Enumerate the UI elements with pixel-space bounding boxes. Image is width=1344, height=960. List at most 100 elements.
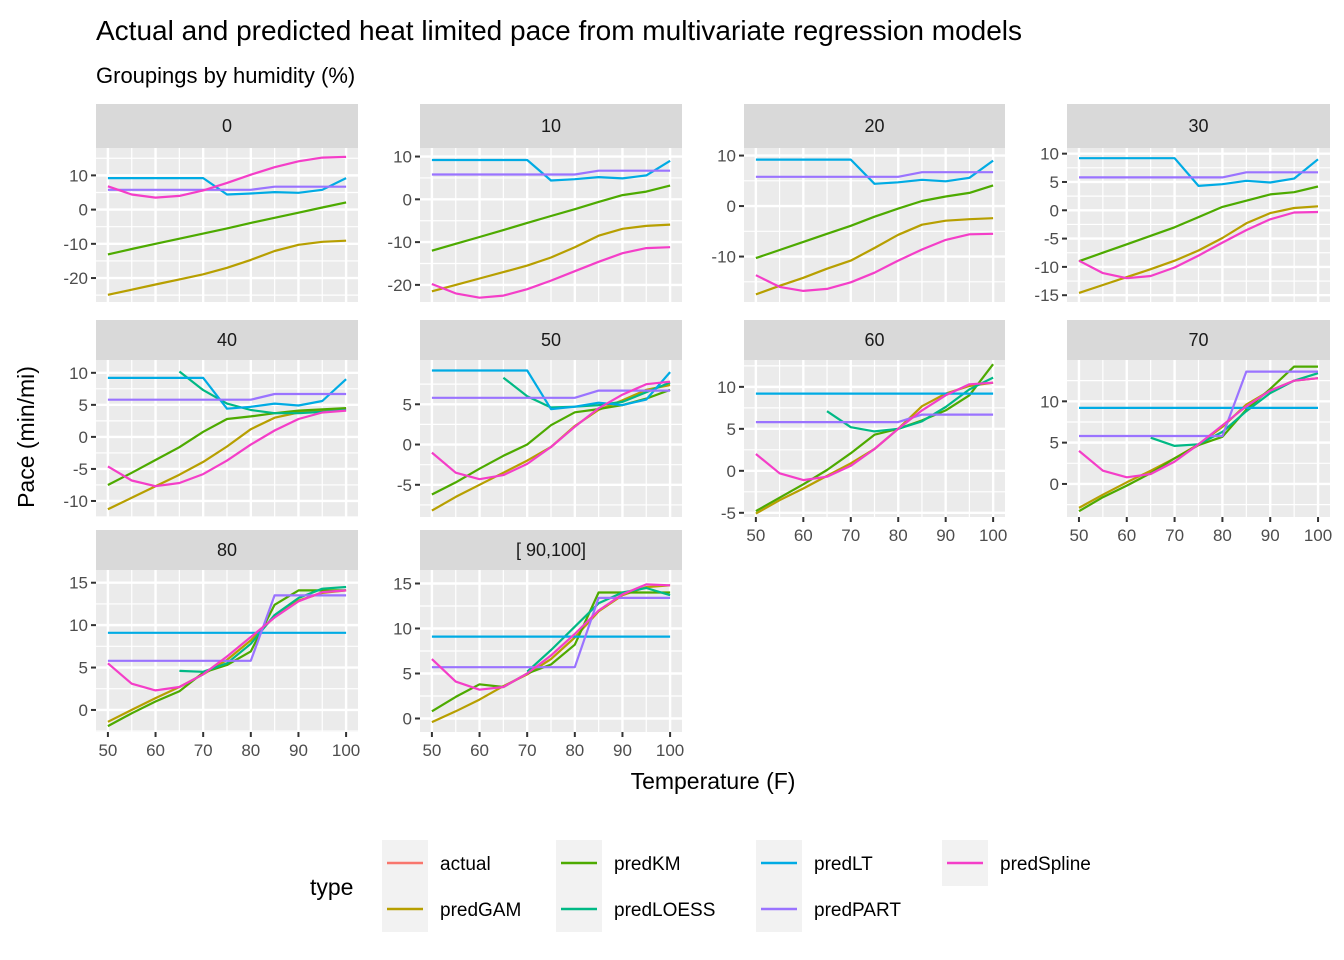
legend-title: type — [310, 874, 353, 900]
series-line-predspline — [431, 583, 671, 691]
y-tick-label: 10 — [1040, 392, 1059, 411]
series-line-predspline — [431, 246, 671, 299]
facet-panel-50: 50 -5 0 5 — [397, 320, 682, 517]
series-line-predkm — [1078, 185, 1319, 263]
y-tick-label: -10 — [711, 248, 736, 267]
facet-strip — [96, 530, 358, 570]
y-tick-label: -10 — [387, 233, 412, 252]
series-line-predspline — [755, 381, 994, 482]
x-tick-label: 60 — [1117, 526, 1136, 545]
x-tick-label: 90 — [613, 741, 632, 760]
series-line-predkm — [107, 589, 347, 728]
y-tick-label: -5 — [721, 504, 736, 523]
facet-panel-20: 20 -10 0 10 — [711, 104, 1005, 302]
y-tick-label: -10 — [63, 492, 88, 511]
series-line-predspline — [755, 232, 994, 292]
facet-strip-label: 70 — [1188, 330, 1208, 350]
legend-label: predKM — [614, 854, 681, 875]
y-tick-label: 10 — [393, 620, 412, 639]
facet-panel-10: 10 -20 -10 0 10 — [387, 104, 682, 302]
facet-strip-label: 80 — [217, 540, 237, 560]
y-tick-label: -20 — [387, 276, 412, 295]
series-line-predspline — [1078, 210, 1319, 280]
y-tick-label: 5 — [403, 395, 412, 414]
series-line-predspline — [107, 409, 347, 488]
legend: type actual predGAM predKM predLOESS predLT p… — [310, 840, 1091, 932]
y-tick-label: 15 — [393, 575, 412, 594]
x-tick-label: 70 — [1165, 526, 1184, 545]
y-tick-label: 5 — [79, 659, 88, 678]
facet-strip-label: 30 — [1188, 116, 1208, 136]
legend-label: predGAM — [440, 900, 521, 921]
x-tick-label: 80 — [565, 741, 584, 760]
series-line-predlt — [431, 369, 671, 411]
y-tick-label: -20 — [63, 269, 88, 288]
facet-strip — [1067, 104, 1330, 148]
y-tick-label: -15 — [1034, 286, 1059, 305]
facet-panel-90-100: [ 90,100] 0 5 10 15 50 60 70 80 90 100 — [393, 530, 684, 760]
legend-label: predPART — [814, 900, 901, 921]
facet-strip-label: 0 — [222, 116, 232, 136]
facet-panel-30: 30 -15 -10 -5 0 5 10 — [1034, 104, 1330, 305]
series-line-predspline — [431, 380, 671, 481]
y-tick-label: -5 — [397, 476, 412, 495]
facet-strip-label: 40 — [217, 330, 237, 350]
y-tick-label: -5 — [73, 460, 88, 479]
facet-strip-label: 50 — [541, 330, 561, 350]
legend-item-predspline: predSpline — [942, 840, 1091, 886]
series-line-predpart — [755, 413, 994, 424]
series-line-predloess — [826, 376, 994, 433]
x-tick-label: 70 — [194, 741, 213, 760]
facet-strip — [420, 530, 682, 570]
facet-panel-40: 40 -10 -5 0 5 10 — [63, 320, 358, 518]
y-tick-label: 0 — [1050, 475, 1059, 494]
y-tick-label: 5 — [403, 665, 412, 684]
series-line-predgam — [107, 239, 347, 296]
facet-panel-0: 0 -20 -10 0 10 — [63, 104, 358, 302]
series-line-predloess — [526, 586, 671, 673]
x-tick-label: 90 — [936, 526, 955, 545]
y-tick-label: 0 — [79, 428, 88, 447]
y-tick-label: 0 — [79, 201, 88, 220]
facet-strip — [744, 104, 1005, 148]
legend-label: actual — [440, 854, 491, 875]
facet-strip-label: [ 90,100] — [516, 540, 586, 560]
y-tick-label: 10 — [69, 616, 88, 635]
facet-strip-label: 60 — [864, 330, 884, 350]
series-line-predkm — [431, 591, 671, 713]
legend-label: predLOESS — [614, 900, 715, 921]
facet-panel-70: 70 0 5 10 50 60 70 80 90 100 — [1040, 320, 1332, 545]
series-line-predpart — [431, 596, 671, 669]
series-line-predpart — [1079, 171, 1318, 179]
series-line-predpart — [431, 169, 671, 176]
x-tick-label: 70 — [841, 526, 860, 545]
series-line-predlt — [107, 177, 347, 196]
series-line-predkm — [107, 201, 347, 256]
legend-item-predkm: predKM — [556, 840, 681, 886]
y-tick-label: 5 — [1050, 434, 1059, 453]
series-line-predspline — [1078, 377, 1319, 479]
y-tick-label: 0 — [1050, 201, 1059, 220]
facet-strip — [420, 104, 682, 148]
x-tick-label: 50 — [422, 741, 441, 760]
y-tick-label: -10 — [1034, 258, 1059, 277]
y-tick-label: 10 — [717, 378, 736, 397]
legend-label: predSpline — [1000, 854, 1091, 875]
x-tick-label: 50 — [746, 526, 765, 545]
y-tick-label: 5 — [1050, 173, 1059, 192]
x-tick-label: 100 — [979, 526, 1007, 545]
legend-label: predLT — [814, 854, 873, 875]
y-tick-label: 0 — [727, 197, 736, 216]
series-line-predkm — [755, 184, 994, 260]
facet-strip — [744, 320, 1005, 360]
series-line-predpart — [107, 594, 347, 662]
facet-strip — [96, 320, 358, 360]
series-line-predgam — [755, 217, 994, 296]
y-tick-label: 15 — [69, 574, 88, 593]
x-tick-label: 60 — [146, 741, 165, 760]
y-tick-label: 0 — [403, 436, 412, 455]
facet-strip-label: 20 — [864, 116, 884, 136]
facet-panels: 0 -20 -10 0 10 10 -20 -10 0 10 20 -10 0 10 30 -15 -10 -5 0… — [63, 104, 1332, 760]
series-line-predspline — [107, 589, 347, 692]
